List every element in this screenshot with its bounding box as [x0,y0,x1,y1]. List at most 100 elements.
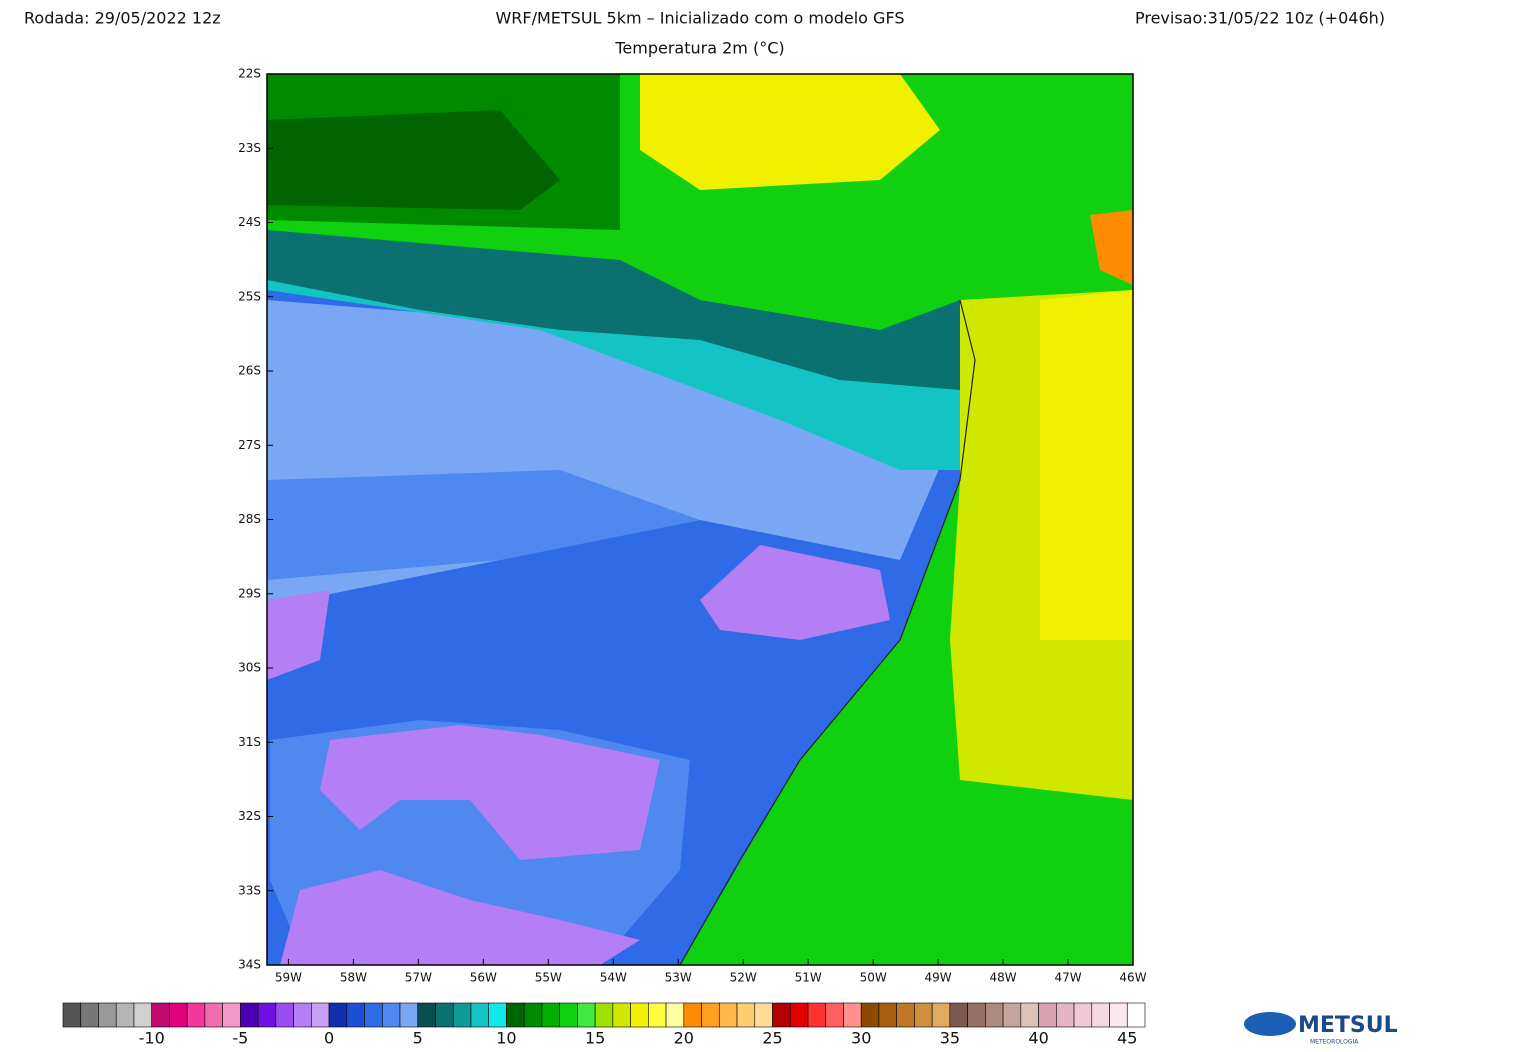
colorbar-swatch [559,1002,578,1028]
colorbar-swatch [293,1002,312,1028]
y-tick-label: 24S [238,215,261,229]
colorbar-swatch [594,1002,614,1028]
colorbar-swatch [257,1002,277,1028]
x-tick-label: 52W [730,971,757,985]
colorbar-swatch [470,1002,490,1028]
x-tick-label: 58W [340,971,367,985]
colorbar-swatch [1126,1002,1146,1028]
colorbar-swatch [754,1002,773,1028]
colorbar-swatch [736,1002,756,1028]
colorbar-swatch [648,1002,667,1028]
y-tick-label: 26S [238,364,261,378]
colorbar-swatch [665,1002,685,1028]
colorbar-swatch [399,1002,419,1028]
y-tick-label: 23S [238,141,261,155]
colorbar-tick-label: 0 [324,1029,334,1048]
colorbar-swatch [452,1002,472,1028]
x-tick-label: 47W [1054,971,1081,985]
colorbar-tick-label: 45 [1117,1029,1137,1048]
colorbar-swatch [1056,1002,1075,1028]
colorbar-swatch [133,1002,152,1028]
colorbar-swatch [506,1002,525,1028]
colorbar-swatch [1038,1002,1057,1028]
run-label: Rodada: 29/05/2022 12z [24,9,221,28]
colorbar-swatch [577,1002,596,1028]
colorbar-swatch [523,1002,543,1028]
colorbar-swatch [346,1002,365,1028]
x-tick-label: 54W [600,971,627,985]
colorbar-swatch [169,1002,188,1028]
y-tick-label: 30S [238,661,261,675]
logo-name: METSUL [1298,1013,1398,1038]
colorbar-swatch [1091,1002,1110,1028]
temperature-field [267,74,1133,965]
colorbar-swatch [488,1002,507,1028]
colorbar-swatch [186,1002,206,1028]
x-tick-label: 49W [925,971,952,985]
colorbar-swatch [115,1002,135,1028]
y-tick-label: 33S [238,883,261,897]
coastline [679,299,976,966]
colorbar-tick-label: 35 [940,1029,960,1048]
colorbar-swatch [275,1002,294,1028]
colorbar-swatch [612,1002,631,1028]
colorbar-swatch [98,1002,117,1028]
colorbar-swatch [896,1002,915,1028]
colorbar-swatch [62,1002,82,1028]
x-tick-label: 53W [665,971,692,985]
colorbar-swatch [825,1002,844,1028]
model-label: WRF/METSUL 5km – Inicializado com o mode… [495,9,904,28]
colorbar-swatch [878,1002,897,1028]
colorbar-tick-label: 25 [762,1029,782,1048]
x-tick-label: 59W [275,971,302,985]
colorbar-swatch [772,1002,791,1028]
colorbar-swatch [222,1002,241,1028]
colorbar-swatch [843,1002,862,1028]
subtitle: Temperatura 2m (°C) [614,39,784,58]
colorbar-swatch [80,1002,99,1028]
logo-globe [1244,1012,1296,1036]
colorbar-swatch [417,1002,436,1028]
colorbar-tick-label: -10 [139,1029,165,1048]
x-tick-label: 46W [1119,971,1146,985]
colorbar-swatch [328,1002,348,1028]
y-tick-label: 34S [238,958,261,972]
colorbar-tick-label: 20 [674,1029,694,1048]
colorbar-swatch [630,1002,649,1028]
colorbar-swatch [931,1002,951,1028]
colorbar-swatch [240,1002,259,1028]
colorbar-swatch [985,1002,1004,1028]
colorbar-swatch [683,1002,702,1028]
colorbar-tick-label: 5 [413,1029,423,1048]
colorbar-swatch [1109,1002,1128,1028]
colorbar-swatch [435,1002,454,1028]
colorbar-tick-label: 15 [585,1029,605,1048]
colorbar-swatch [789,1002,809,1028]
x-tick-label: 48W [989,971,1016,985]
colorbar-swatch [1002,1002,1022,1028]
y-tick-label: 25S [238,289,261,303]
colorbar-swatch [807,1002,827,1028]
colorbar-swatch [914,1002,933,1028]
colorbar-swatch [949,1002,968,1028]
logo-tagline: METEOROLOGIA [1310,1039,1359,1046]
y-tick-label: 28S [238,512,261,526]
x-tick-label: 55W [535,971,562,985]
y-tick-label: 22S [238,67,261,81]
colorbar-tick-label: -5 [232,1029,248,1048]
x-tick-label: 50W [860,971,887,985]
x-tick-label: 56W [470,971,497,985]
y-tick-label: 32S [238,809,261,823]
colorbar-tick-label: 40 [1028,1029,1048,1048]
colorbar-swatch [718,1002,738,1028]
y-tick-label: 31S [238,735,261,749]
y-tick-label: 27S [238,438,261,452]
colorbar-swatch [860,1002,880,1028]
colorbar-swatch [151,1002,170,1028]
colorbar-swatch [381,1002,401,1028]
colorbar-swatch [1020,1002,1039,1028]
x-tick-label: 51W [795,971,822,985]
colorbar-swatch [701,1002,720,1028]
colorbar-swatch [541,1002,560,1028]
